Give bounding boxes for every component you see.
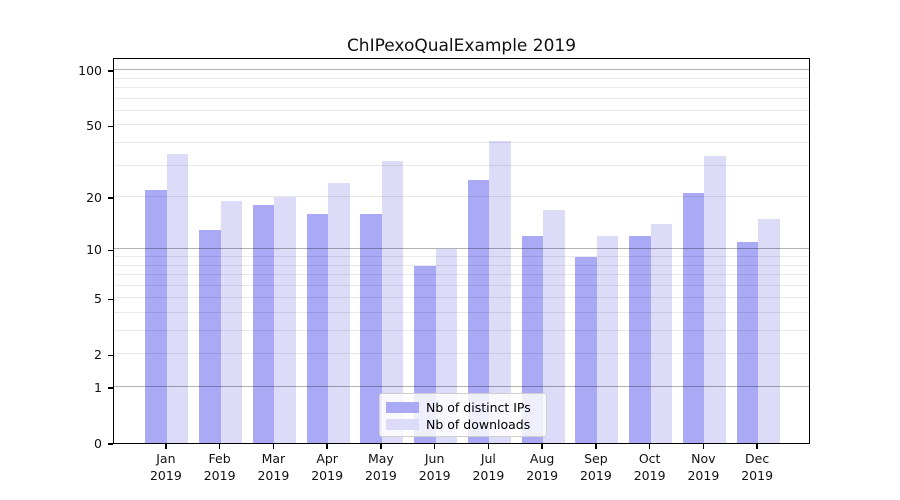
bar-mar-downloads <box>274 197 296 443</box>
y-tick-mark <box>108 443 113 445</box>
bar-feb-downloads <box>220 201 243 443</box>
y-tick-label: 1 <box>94 380 102 396</box>
x-tick-mark <box>272 444 275 449</box>
y-tick-mark <box>108 249 113 252</box>
x-tick-label: Dec 2019 <box>741 451 774 483</box>
bar-may-downloads <box>381 160 404 443</box>
x-tick-mark <box>165 444 167 449</box>
y-tick-label: 100 <box>78 63 102 79</box>
x-tick-label: Apr 2019 <box>311 451 344 483</box>
x-tick-label: Feb 2019 <box>203 451 236 483</box>
y-tick-label: 2 <box>94 347 102 363</box>
x-tick-mark <box>756 444 758 449</box>
bar-sep-downloads <box>596 235 619 443</box>
legend-label: Nb of distinct IPs <box>426 400 531 415</box>
bar-jan-ips <box>145 189 167 443</box>
bar-may-ips <box>360 214 382 443</box>
legend-label: Nb of downloads <box>426 417 531 432</box>
legend-entry: Nb of downloads <box>386 416 540 433</box>
y-tick-mark <box>108 125 113 128</box>
y-tick-mark <box>108 298 113 301</box>
x-tick-mark <box>326 444 328 449</box>
x-tick-label: Jul 2019 <box>472 451 505 483</box>
bar-dec-ips <box>736 242 759 443</box>
bar-dec-downloads <box>758 219 780 443</box>
x-tick-label: Jun 2019 <box>418 451 451 483</box>
y-tick-mark <box>108 387 113 389</box>
x-tick-label: Mar 2019 <box>257 451 290 483</box>
y-tick-label: 20 <box>86 190 102 206</box>
bar-apr-downloads <box>328 183 350 443</box>
bar-nov-ips <box>682 193 705 443</box>
x-tick-label: Jan 2019 <box>149 451 182 483</box>
x-tick-label: Aug 2019 <box>526 451 559 483</box>
bar-sep-ips <box>575 257 597 443</box>
bar-aug-ips <box>521 235 544 443</box>
legend: Nb of distinct IPs Nb of downloads <box>379 393 547 437</box>
x-tick-mark <box>595 444 597 449</box>
x-tick-label: May 2019 <box>364 451 397 483</box>
x-tick-mark <box>487 444 490 449</box>
y-tick-label: 10 <box>86 242 102 258</box>
x-tick-mark <box>218 444 221 449</box>
legend-entry: Nb of distinct IPs <box>386 399 540 416</box>
plot-area <box>113 58 810 444</box>
x-tick-label: Oct 2019 <box>633 451 666 483</box>
legend-swatch-ips <box>386 402 419 413</box>
y-tick-mark <box>108 70 113 72</box>
y-tick-label: 50 <box>86 118 102 134</box>
bar-jul-downloads <box>489 141 511 443</box>
bar-mar-ips <box>252 205 275 443</box>
bar-jul-ips <box>467 179 490 443</box>
y-tick-label: 5 <box>94 291 102 307</box>
x-tick-mark <box>433 444 436 449</box>
x-tick-mark <box>648 444 651 449</box>
bars-layer <box>114 59 809 443</box>
y-tick-mark <box>108 354 113 357</box>
chart-title: ChIPexoQualExample 2019 <box>346 36 577 56</box>
bar-oct-ips <box>629 235 651 443</box>
x-tick-label: Sep 2019 <box>579 451 612 483</box>
x-tick-mark <box>380 444 382 449</box>
bar-feb-ips <box>199 229 221 443</box>
bar-apr-ips <box>306 214 329 443</box>
legend-swatch-downloads <box>386 419 419 430</box>
x-tick-mark <box>541 444 543 449</box>
bar-nov-downloads <box>704 155 726 443</box>
bar-jan-downloads <box>166 153 189 443</box>
bar-aug-downloads <box>543 209 565 443</box>
bar-oct-downloads <box>650 224 673 443</box>
y-tick-label: 0 <box>94 436 102 451</box>
x-tick-label: Nov 2019 <box>687 451 720 483</box>
x-tick-mark <box>702 444 705 449</box>
y-tick-mark <box>108 197 113 199</box>
